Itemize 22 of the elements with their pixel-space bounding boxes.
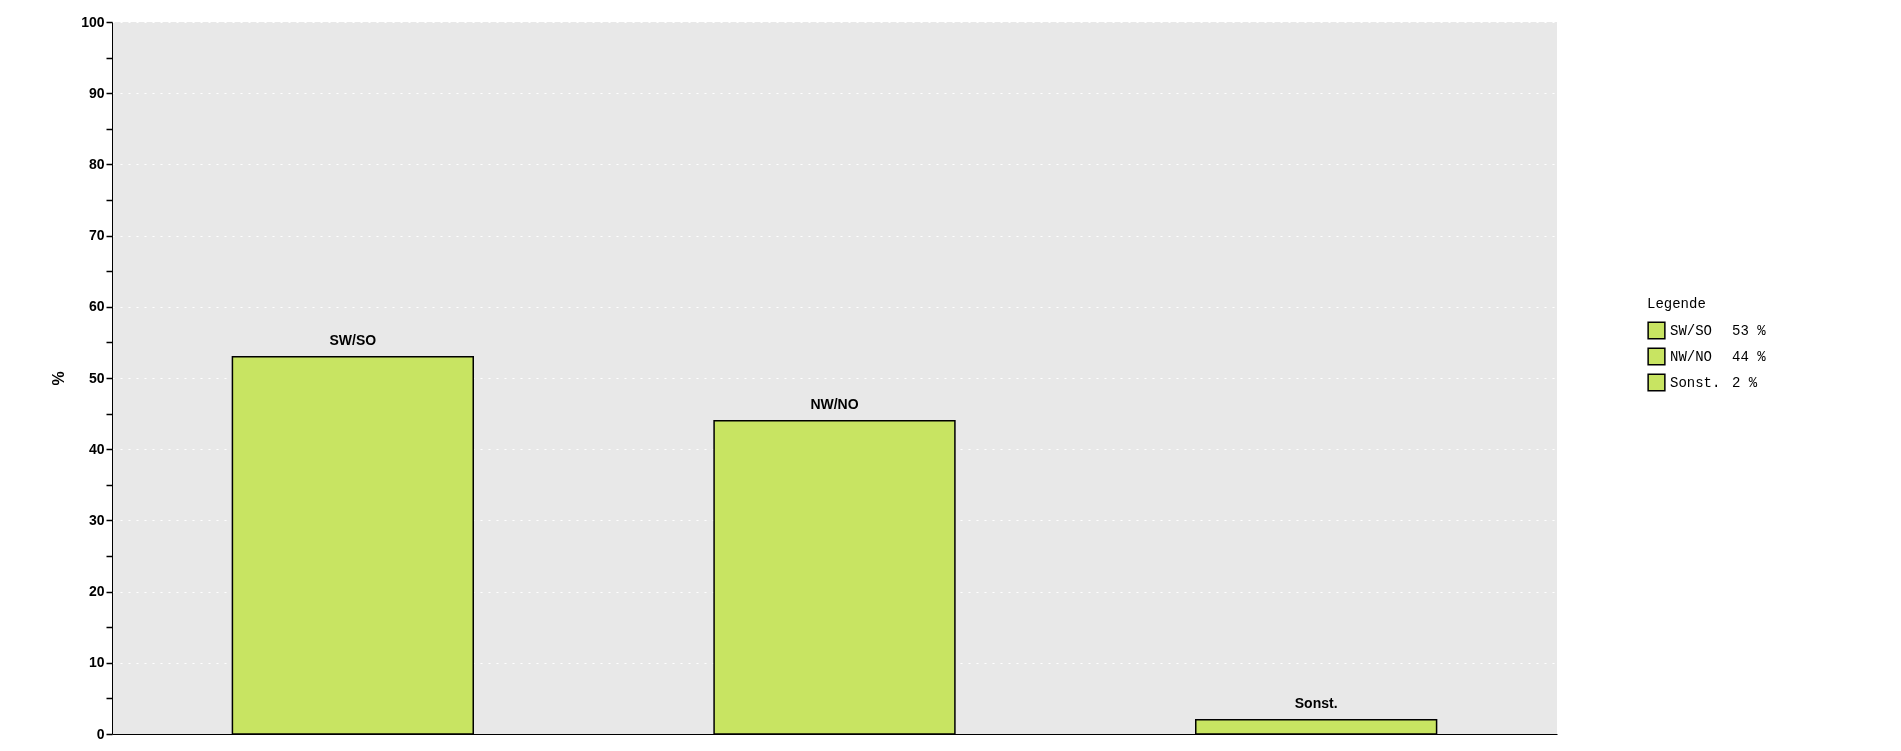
y-tick-label: 90 <box>88 84 105 101</box>
text: 44 % <box>1732 349 1767 365</box>
y-tick-label: 100 <box>81 13 105 30</box>
legend-label: NW/NO <box>1670 348 1713 365</box>
legend-label: Sonst. <box>1670 374 1721 391</box>
y-tick-label: 40 <box>88 440 105 457</box>
legend-label: SW/SO <box>1670 322 1713 339</box>
y-tick-label: 10 <box>88 654 105 671</box>
y-tick-label: 70 <box>88 227 105 244</box>
y-tick-label: 0 <box>96 725 105 742</box>
text: 2 % <box>1732 375 1758 391</box>
y-tick-label: 30 <box>88 511 105 528</box>
text: NW/NO <box>810 395 859 412</box>
y-axis-title: % <box>50 371 68 386</box>
legend-title: Legende <box>1647 296 1706 312</box>
text: 53 % <box>1732 323 1767 339</box>
y-tick-label: 50 <box>88 369 105 386</box>
y-tick-label: 20 <box>88 583 105 600</box>
y-tick-label: 60 <box>88 298 105 315</box>
text: Sonst. <box>1294 694 1338 711</box>
text: SW/SO <box>329 331 377 348</box>
y-tick-label: 80 <box>88 155 105 172</box>
